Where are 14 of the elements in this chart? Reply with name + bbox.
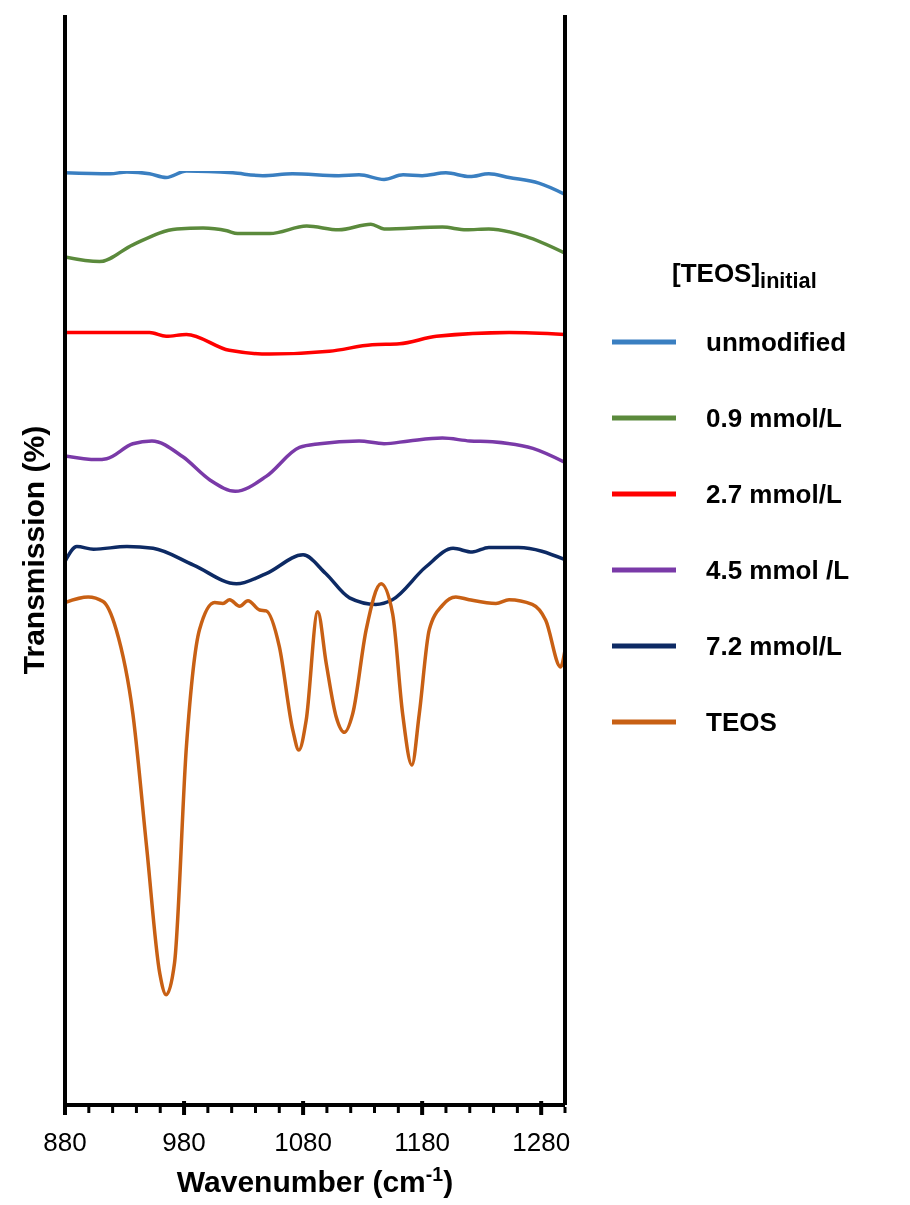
- x-tick-label: 880: [43, 1127, 87, 1157]
- y-axis-title: Transmission (%): [16, 425, 50, 675]
- legend-label: 7.2 mmol/L: [706, 630, 842, 662]
- x-tick-label: 1180: [394, 1127, 451, 1157]
- legend-label: 0.9 mmol/L: [706, 402, 842, 434]
- legend-title: [TEOS]$_{initial}$: [672, 258, 818, 295]
- legend-label: 2.7 mmol/L: [706, 478, 842, 510]
- x-tick-label: 1080: [274, 1127, 333, 1157]
- legend-label: unmodified: [706, 326, 847, 358]
- x-axis-title: Wavenumber (cm$^{-1}$): [176, 1163, 454, 1198]
- x-tick-label: 980: [162, 1127, 206, 1157]
- legend-label: 4.5 mmol /L: [706, 554, 850, 586]
- x-tick-label: 1280: [512, 1127, 571, 1157]
- legend-label: TEOS: [706, 706, 777, 738]
